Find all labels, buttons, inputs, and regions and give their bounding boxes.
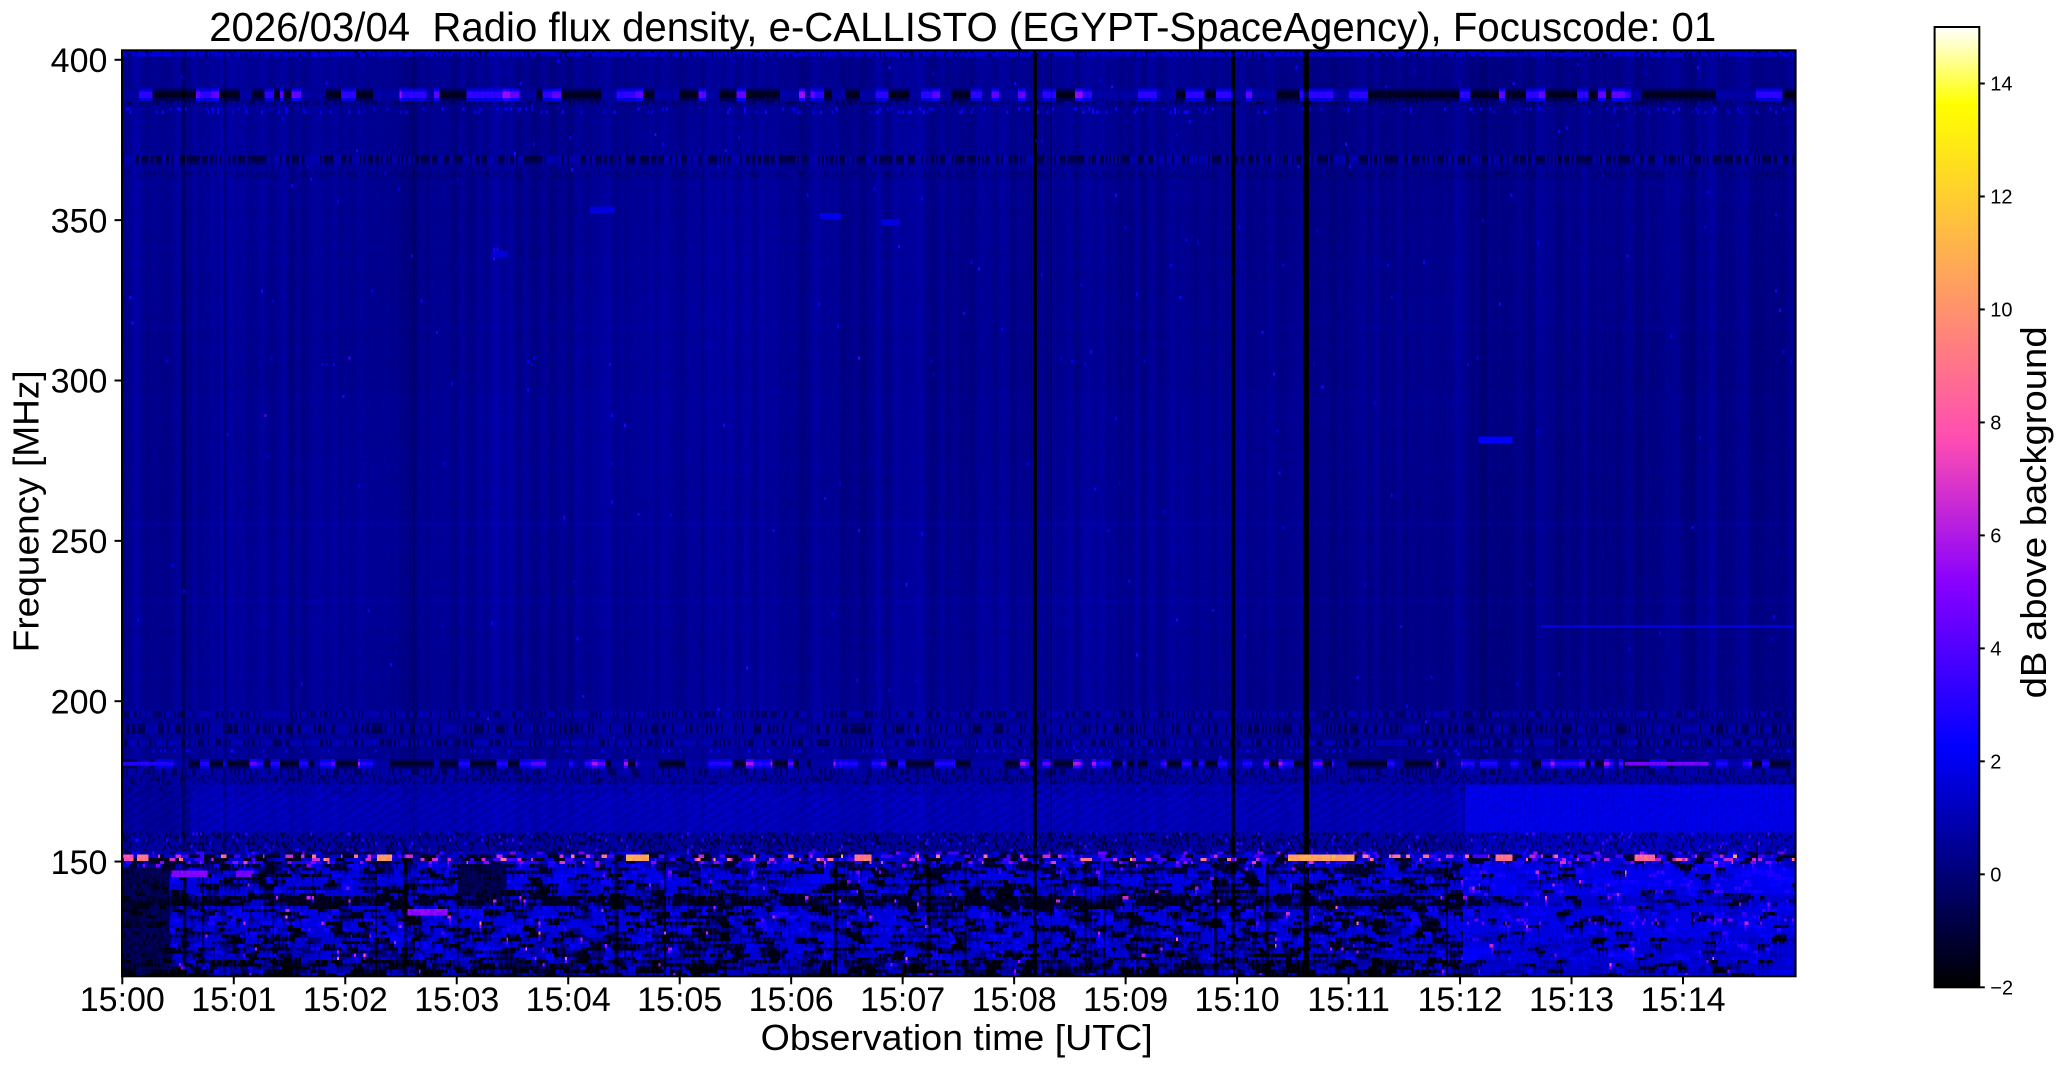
- svg-text:400: 400: [51, 42, 108, 80]
- svg-text:4: 4: [1990, 639, 2001, 661]
- svg-text:dB above background: dB above background: [2013, 326, 2054, 698]
- svg-text:15:09: 15:09: [1083, 981, 1168, 1019]
- svg-text:15:03: 15:03: [414, 981, 499, 1019]
- svg-text:15:14: 15:14: [1640, 981, 1725, 1019]
- svg-text:15:01: 15:01: [191, 981, 276, 1019]
- svg-text:15:12: 15:12: [1418, 981, 1503, 1019]
- svg-text:300: 300: [51, 363, 108, 401]
- svg-text:15:11: 15:11: [1307, 981, 1390, 1019]
- svg-text:150: 150: [51, 844, 108, 882]
- svg-text:15:00: 15:00: [80, 981, 165, 1019]
- svg-text:−2: −2: [1990, 978, 2013, 1000]
- svg-text:6: 6: [1990, 526, 2001, 548]
- svg-text:15:02: 15:02: [303, 981, 388, 1019]
- svg-text:250: 250: [51, 523, 108, 561]
- svg-text:12: 12: [1990, 187, 2012, 209]
- svg-text:10: 10: [1990, 300, 2012, 322]
- svg-text:14: 14: [1990, 74, 2012, 96]
- svg-text:Frequency [MHz]: Frequency [MHz]: [6, 370, 47, 652]
- svg-text:200: 200: [51, 683, 108, 721]
- svg-text:15:10: 15:10: [1195, 981, 1280, 1019]
- svg-text:2026/03/04 Radio flux density: 2026/03/04 Radio flux density, e-CALLIST…: [209, 4, 1716, 50]
- svg-text:15:06: 15:06: [749, 981, 834, 1019]
- svg-text:15:04: 15:04: [526, 981, 611, 1019]
- svg-text:0: 0: [1990, 865, 2001, 887]
- svg-text:15:13: 15:13: [1529, 981, 1614, 1019]
- svg-text:Observation time [UTC]: Observation time [UTC]: [761, 1017, 1153, 1058]
- svg-text:350: 350: [51, 202, 108, 240]
- svg-text:2: 2: [1990, 752, 2001, 774]
- svg-text:15:08: 15:08: [972, 981, 1057, 1019]
- svg-text:15:07: 15:07: [860, 981, 945, 1019]
- svg-text:8: 8: [1990, 413, 2001, 435]
- svg-text:15:05: 15:05: [637, 981, 722, 1019]
